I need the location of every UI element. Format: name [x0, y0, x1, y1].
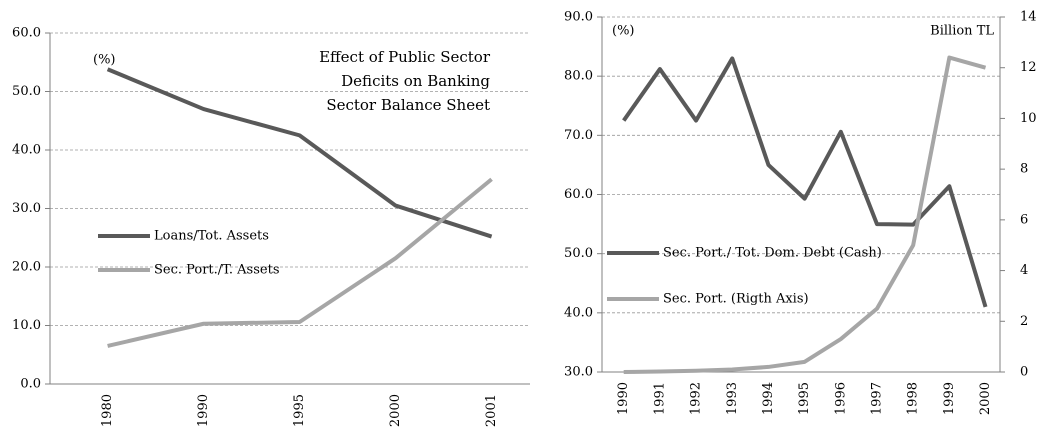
x-tick-label: 1993 [725, 382, 740, 415]
y-tick-label: 40.0 [564, 305, 593, 320]
series-line [623, 55, 987, 374]
x-tick-label: 1998 [906, 382, 921, 415]
y-tick-label: 30.0 [564, 365, 593, 380]
y-tick-label: 20.0 [12, 260, 41, 275]
y-tick-label: 50.0 [564, 246, 593, 261]
y-tick-label: 90.0 [564, 10, 593, 25]
unit-label: Billion TL [930, 24, 994, 39]
x-tick-label: 1995 [292, 394, 307, 427]
series-line [107, 177, 493, 348]
legend-label: Sec. Port./T. Assets [154, 263, 280, 278]
y2-tick-label: 12 [1020, 60, 1037, 75]
x-tick-label: 1996 [833, 382, 848, 415]
unit-label: (%) [93, 53, 116, 68]
y2-tick-label: 6 [1020, 212, 1028, 227]
x-tick-label: 1995 [797, 382, 812, 415]
y2-tick-label: 0 [1020, 365, 1028, 380]
y-tick-label: 60.0 [12, 26, 41, 41]
x-tick-label: 2000 [978, 382, 993, 415]
y2-tick-label: 8 [1020, 162, 1028, 177]
series-line [106, 67, 493, 239]
x-tick-label: 1991 [652, 382, 667, 415]
y2-tick-label: 14 [1020, 10, 1037, 25]
y2-tick-label: 2 [1020, 314, 1028, 329]
chart-title: Deficits on Banking [341, 72, 490, 90]
x-tick-label: 1994 [761, 382, 776, 415]
legend-label: Loans/Tot. Assets [154, 229, 269, 244]
x-tick-label: 2000 [388, 394, 403, 427]
y2-tick-label: 4 [1020, 263, 1028, 278]
x-tick-label: 1990 [196, 394, 211, 427]
x-tick-label: 1992 [689, 382, 704, 415]
chart-title: Sector Balance Sheet [326, 96, 490, 114]
chart-title: Effect of Public Sector [319, 48, 491, 66]
legend-label: Sec. Port./ Tot. Dom. Debt (Cash) [663, 246, 882, 261]
x-tick-label: 2001 [484, 394, 499, 427]
x-tick-label: 1990 [616, 382, 631, 415]
y-tick-label: 10.0 [12, 318, 41, 333]
series-line [622, 56, 988, 308]
y-tick-label: 30.0 [12, 201, 41, 216]
legend-label: Sec. Port. (Rigth Axis) [663, 292, 809, 307]
x-tick-label: 1980 [100, 394, 115, 427]
y-tick-label: 70.0 [564, 128, 593, 143]
y-tick-label: 0.0 [20, 377, 41, 392]
y-tick-label: 80.0 [564, 69, 593, 84]
y2-tick-label: 10 [1020, 111, 1037, 126]
y-tick-label: 50.0 [12, 84, 41, 99]
y-tick-label: 60.0 [564, 187, 593, 202]
x-tick-label: 1997 [869, 382, 884, 415]
x-tick-label: 1999 [942, 382, 957, 415]
y-tick-label: 40.0 [12, 143, 41, 158]
unit-label: (%) [612, 24, 635, 39]
